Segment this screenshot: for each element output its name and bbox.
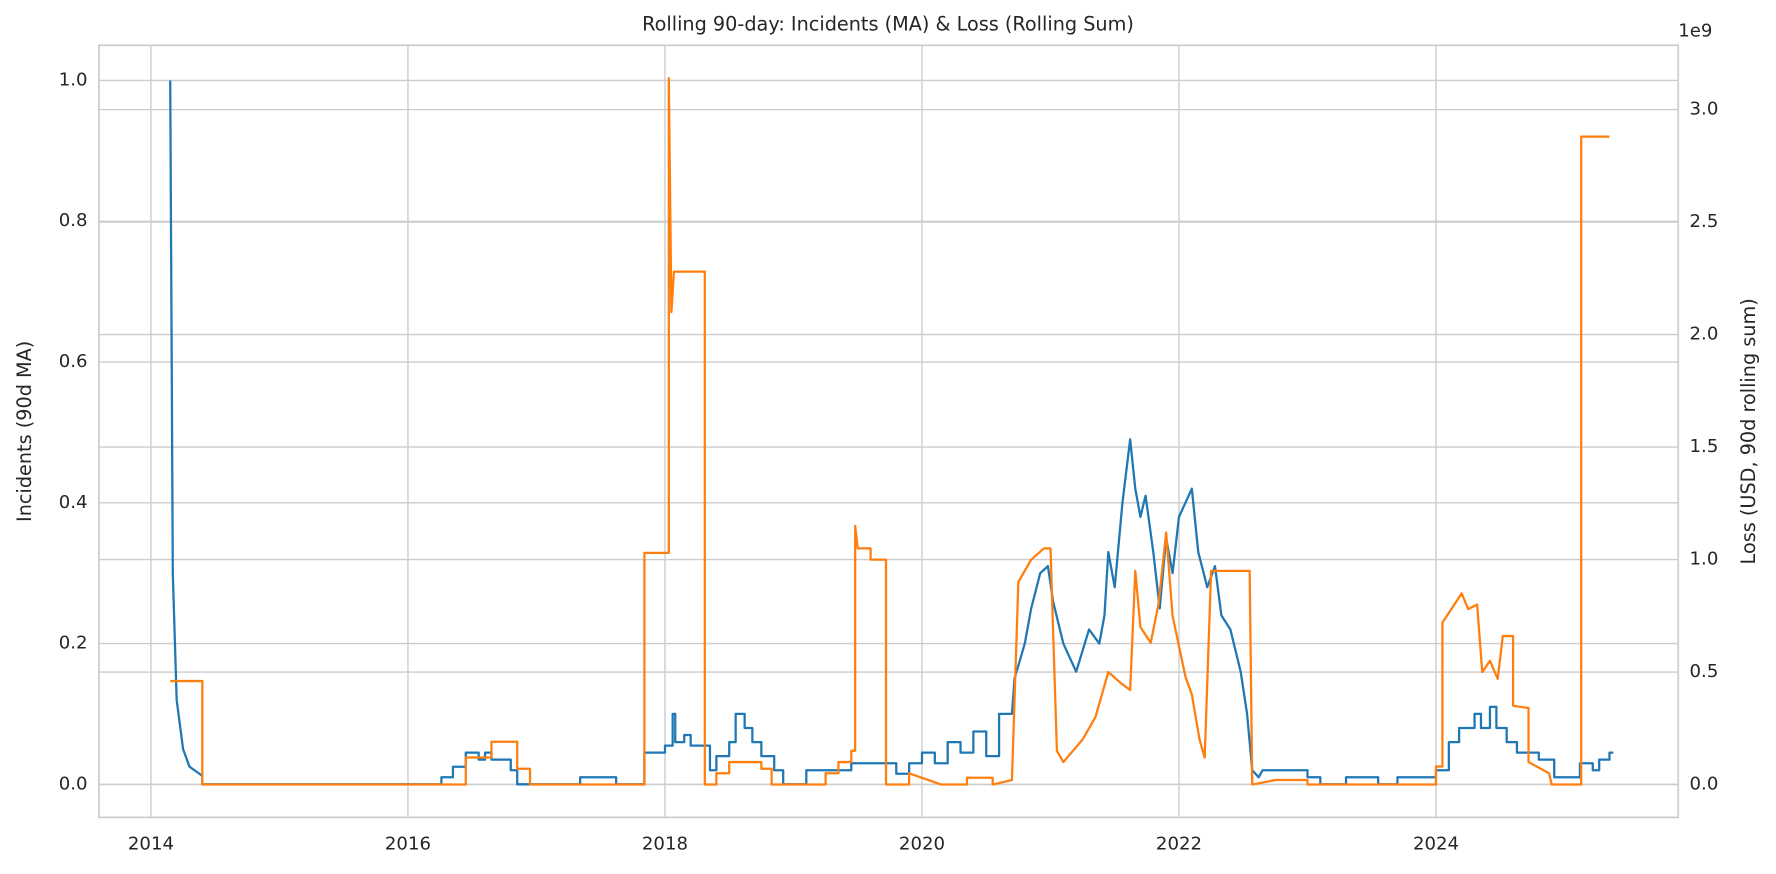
x-tick-label: 2014 (128, 834, 174, 855)
y-tick-label: 1.0 (59, 69, 88, 90)
x-tick-label: 2020 (899, 834, 945, 855)
y-axis-label: Incidents (90d MA) (13, 341, 36, 522)
y-tick-label: 0.4 (59, 492, 88, 513)
y-tick-label: 0.2 (59, 633, 88, 654)
y2-tick-label: 1.0 (1690, 549, 1719, 570)
chart-title: Rolling 90-day: Incidents (MA) & Loss (R… (642, 12, 1134, 35)
y2-axis-label: Loss (USD, 90d rolling sum) (1737, 298, 1760, 564)
y2-tick-label: 0.5 (1690, 661, 1719, 682)
x-tick-label: 2018 (642, 834, 688, 855)
plot-frame (98, 44, 1680, 819)
y2-tick-label: 2.0 (1690, 324, 1719, 345)
series-line (170, 76, 1610, 786)
y-tick-label: 0.6 (59, 351, 88, 372)
y2-tick-label: 2.5 (1690, 211, 1719, 232)
y2-tick-label: 0.0 (1690, 774, 1719, 795)
series-line (169, 80, 1614, 786)
y2-tick-label: 3.0 (1690, 99, 1719, 120)
y-tick-label: 0.0 (59, 773, 88, 794)
y-tick-label: 0.8 (59, 210, 88, 231)
y2-offset-text: 1e9 (1678, 21, 1712, 42)
x-tick-label: 2024 (1413, 834, 1459, 855)
x-tick-label: 2022 (1156, 834, 1202, 855)
y2-tick-label: 1.5 (1690, 436, 1719, 457)
x-tick-label: 2016 (385, 834, 431, 855)
